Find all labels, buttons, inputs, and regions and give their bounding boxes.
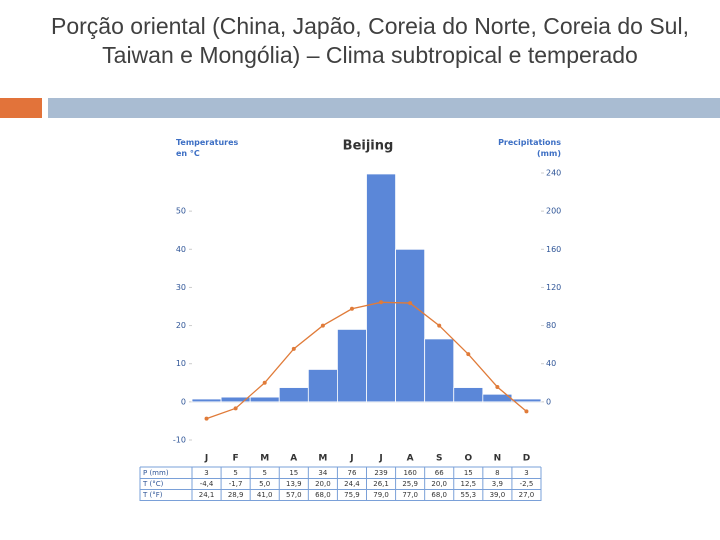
- table-cell: 24,1: [199, 491, 215, 499]
- point: [495, 384, 500, 389]
- point: [291, 346, 296, 351]
- x-tick-label: F: [233, 454, 239, 464]
- point: [408, 301, 413, 306]
- table-cell: 20,0: [431, 480, 447, 488]
- y2-tick-label: 120: [546, 283, 561, 292]
- bar: [307, 369, 338, 403]
- table-cell: 5: [262, 469, 266, 477]
- table-cell: 26,1: [373, 480, 389, 488]
- point: [320, 323, 325, 328]
- x-tick-label: A: [407, 454, 414, 464]
- table-cell: 76: [347, 469, 356, 477]
- slide-title: Porção oriental (China, Japão, Coreia do…: [51, 13, 689, 68]
- point: [349, 306, 354, 311]
- table-cell: 79,0: [373, 491, 389, 499]
- table-cell: -1,7: [229, 480, 243, 488]
- axis-title: Precipitations (mm): [498, 138, 561, 158]
- table-cell: 239: [374, 469, 387, 477]
- y-tick-label: 10: [176, 359, 186, 368]
- bar: [278, 387, 309, 403]
- bar: [511, 398, 542, 403]
- x-tick-label: J: [378, 454, 382, 464]
- table-cell: 66: [435, 469, 444, 477]
- table-cell: 28,9: [228, 491, 244, 499]
- table-cell: 5,0: [259, 480, 270, 488]
- x-tick-label: J: [204, 454, 208, 464]
- table-cell: 55,3: [460, 491, 476, 499]
- table-cell: 3: [524, 469, 528, 477]
- y2-tick-label: 40: [546, 359, 556, 368]
- x-tick-label: O: [464, 454, 472, 464]
- x-tick-label: S: [436, 454, 442, 464]
- x-tick-label: A: [290, 454, 297, 464]
- y-tick-label: -10: [173, 436, 186, 445]
- point: [262, 380, 267, 385]
- y-tick-label: 50: [176, 207, 186, 216]
- table-cell: 13,9: [286, 480, 302, 488]
- table-row-label: T (°F): [142, 491, 163, 499]
- bar: [337, 328, 367, 403]
- point: [379, 300, 384, 305]
- table-cell: 8: [495, 469, 499, 477]
- accent-bar: [48, 98, 720, 118]
- table-cell: 25,9: [402, 480, 418, 488]
- table-row-label: T (°C): [142, 480, 164, 488]
- y-tick-label: 30: [176, 283, 186, 292]
- bar: [191, 398, 222, 403]
- y2-tick-label: 200: [546, 207, 561, 216]
- table-cell: 77,0: [402, 491, 418, 499]
- table-cell: -2,5: [520, 480, 534, 488]
- point: [233, 406, 238, 411]
- point: [204, 416, 209, 421]
- table-cell: -4,4: [200, 480, 214, 488]
- point: [524, 409, 529, 414]
- table-row-label: P (mm): [143, 469, 169, 477]
- accent-block: [0, 98, 42, 118]
- y2-tick-label: 80: [546, 321, 556, 330]
- bar: [482, 393, 513, 403]
- table-cell: 20,0: [315, 480, 331, 488]
- table-cell: 160: [403, 469, 416, 477]
- table-cell: 12,5: [460, 480, 476, 488]
- y2-tick-label: 0: [546, 397, 551, 406]
- bar: [424, 338, 455, 403]
- y-tick-label: 20: [176, 321, 186, 330]
- axis-title: Temperatures en °C: [176, 138, 239, 158]
- table-cell: 34: [318, 469, 327, 477]
- x-tick-label: J: [349, 454, 353, 464]
- bar: [395, 248, 426, 403]
- bar: [453, 387, 484, 403]
- bar: [366, 173, 396, 403]
- x-tick-label: M: [318, 454, 327, 464]
- y-tick-label: 0: [181, 397, 186, 406]
- x-tick-label: D: [523, 454, 530, 464]
- y2-tick-label: 160: [546, 245, 561, 254]
- x-tick-label: N: [494, 454, 502, 464]
- table-cell: 39,0: [490, 491, 506, 499]
- table-cell: 24,4: [344, 480, 360, 488]
- point: [437, 323, 442, 328]
- chart-title: Beijing: [343, 139, 394, 154]
- table-cell: 27,0: [519, 491, 535, 499]
- table-cell: 5: [233, 469, 237, 477]
- bar: [249, 396, 280, 403]
- x-tick-label: M: [260, 454, 269, 464]
- y-tick-label: 40: [176, 245, 186, 254]
- table-cell: 15: [464, 469, 473, 477]
- table-cell: 68,0: [315, 491, 331, 499]
- table-cell: 68,0: [431, 491, 447, 499]
- table-cell: 15: [289, 469, 298, 477]
- table-cell: 57,0: [286, 491, 302, 499]
- table-cell: 41,0: [257, 491, 273, 499]
- table-cell: 3: [204, 469, 208, 477]
- table-cell: 3,9: [492, 480, 503, 488]
- y2-tick-label: 240: [546, 169, 561, 178]
- line: [206, 301, 527, 420]
- table-cell: 75,9: [344, 491, 360, 499]
- point: [466, 352, 471, 357]
